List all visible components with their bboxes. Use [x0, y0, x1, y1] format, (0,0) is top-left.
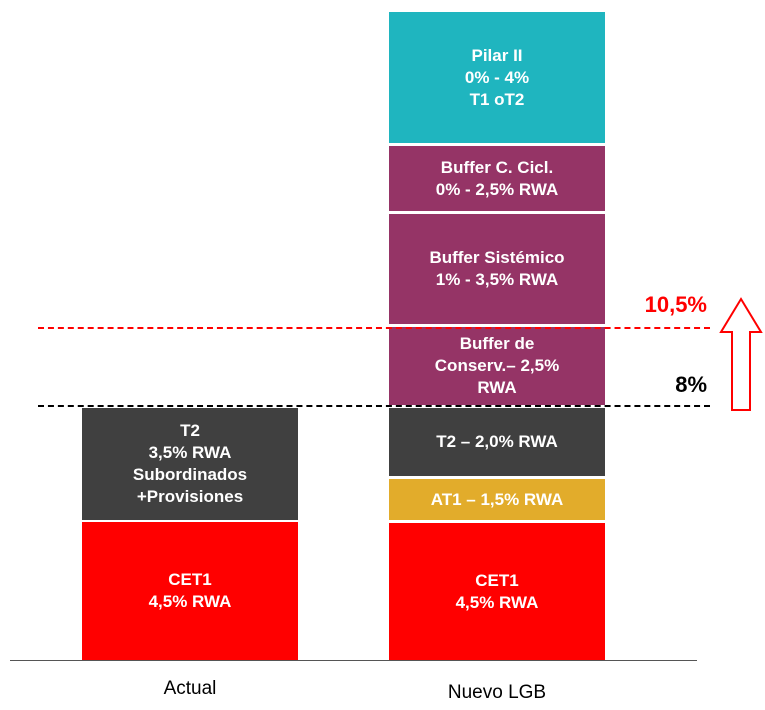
block-text: T2 – 2,0% RWA — [436, 432, 558, 451]
block: T2 – 2,0% RWA — [389, 408, 605, 476]
block-text: 4,5% RWA — [148, 592, 232, 611]
block-text: RWA — [477, 378, 517, 397]
block: CET1 4,5% RWA — [389, 523, 605, 660]
threshold-line — [38, 327, 710, 329]
block-text: 4,5% RWA — [455, 592, 539, 612]
up-arrow — [719, 297, 763, 411]
threshold-label: 10,5% — [644, 292, 707, 317]
threshold-line — [38, 405, 710, 407]
block-text: 0% - 4% — [464, 67, 530, 87]
block-text: 1% - 3,5% RWA — [435, 270, 559, 289]
block: Buffer Sistémico 1% - 3,5% RWA — [389, 214, 605, 324]
block: T2 3,5% RWA Subordinados +Provisiones — [82, 408, 298, 520]
block-text: Pilar II — [471, 45, 523, 65]
block-text: T1 oT2 — [469, 89, 525, 109]
block-text: CET1 — [168, 570, 212, 589]
block-text: Subordinados — [132, 465, 248, 484]
block-text: Buffer C. Cicl. — [440, 157, 554, 177]
threshold-label: 8% — [675, 372, 707, 397]
block-text: T2 — [180, 421, 200, 440]
baseline — [10, 660, 697, 661]
block-text: Buffer Sistémico — [429, 248, 565, 267]
block: AT1 – 1,5% RWA — [389, 479, 605, 520]
block-text: 3,5% RWA — [148, 443, 232, 462]
block: Buffer C. Cicl. 0% - 2,5% RWA — [389, 146, 605, 211]
block: Pilar II 0% - 4% T1 oT2 — [389, 12, 605, 143]
block-text: CET1 — [475, 570, 519, 590]
block-text: +Provisiones — [136, 487, 244, 506]
column-label: Nuevo LGB — [447, 682, 547, 703]
block-text: 0% - 2,5% RWA — [435, 179, 559, 199]
block-text: Conserv.– 2,5% — [434, 356, 560, 375]
block-text: Buffer de — [459, 334, 535, 353]
block: Buffer de Conserv.– 2,5% RWA — [389, 327, 605, 405]
column-label: Actual — [163, 678, 217, 699]
block-text: AT1 – 1,5% RWA — [430, 489, 564, 509]
block: CET1 4,5% RWA — [82, 522, 298, 660]
